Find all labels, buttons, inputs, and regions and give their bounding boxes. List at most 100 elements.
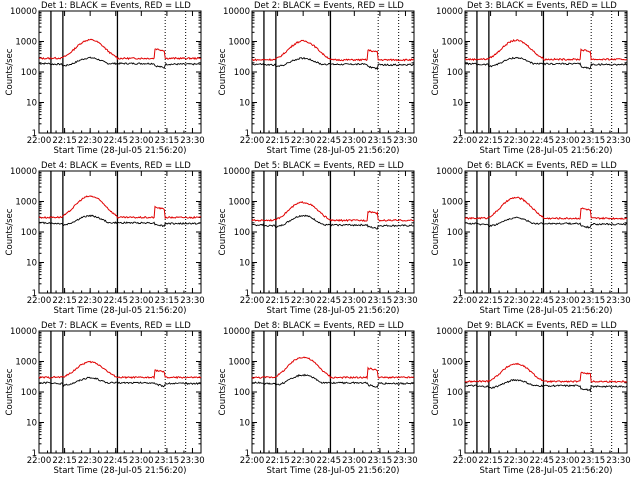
x-tick-label: 23:30 bbox=[393, 136, 418, 146]
y-tick-label: 100 bbox=[21, 228, 37, 238]
y-tick-label: 1 bbox=[245, 289, 250, 299]
x-tick-label: 23:15 bbox=[368, 456, 393, 466]
x-tick-label: 22:45 bbox=[529, 456, 554, 466]
x-tick-label: 22:15 bbox=[265, 136, 290, 146]
panel-det-4: Det 4: BLACK = Events, RED = LLD 1 10 100 10… bbox=[5, 161, 205, 316]
x-tick-label: 22:00 bbox=[240, 296, 265, 306]
x-tick-label: 22:15 bbox=[265, 456, 290, 466]
panel-title: Det 2: BLACK = Events, RED = LLD bbox=[254, 1, 404, 11]
x-tick-label: 22:00 bbox=[453, 136, 478, 146]
x-tick-label: 22:45 bbox=[316, 456, 341, 466]
x-tick-label: 23:00 bbox=[555, 296, 580, 306]
x-tick-label: 23:30 bbox=[606, 296, 631, 306]
panel-det-9: Det 9: BLACK = Events, RED = LLD 1 10 100 10… bbox=[431, 321, 631, 476]
y-tick-label: 100 bbox=[447, 388, 463, 398]
panel-title: Det 6: BLACK = Events, RED = LLD bbox=[467, 161, 617, 171]
x-tick-label: 22:30 bbox=[504, 456, 529, 466]
y-tick-label: 1000 bbox=[15, 358, 37, 368]
y-tick-label: 1 bbox=[458, 129, 463, 139]
y-tick-label: 10 bbox=[239, 259, 250, 269]
y-axis-label: Counts/sec bbox=[431, 48, 441, 95]
panel-det-2: Det 2: BLACK = Events, RED = LLD 1 10 100 10… bbox=[218, 1, 418, 156]
y-tick-label: 1000 bbox=[441, 38, 463, 48]
y-tick-label: 10 bbox=[452, 259, 463, 269]
x-axis-label: Start Time (28-Jul-05 21:56:20) bbox=[54, 306, 187, 316]
x-axis-label: Start Time (28-Jul-05 21:56:20) bbox=[480, 306, 613, 316]
y-tick-label: 10000 bbox=[223, 7, 250, 17]
y-axis-label: Counts/sec bbox=[5, 368, 15, 415]
x-axis-label: Start Time (28-Jul-05 21:56:20) bbox=[480, 466, 613, 476]
x-axis-label: Start Time (28-Jul-05 21:56:20) bbox=[267, 146, 400, 156]
x-tick-label: 22:45 bbox=[529, 136, 554, 146]
y-tick-label: 10000 bbox=[10, 327, 37, 337]
y-tick-label: 1000 bbox=[228, 38, 250, 48]
x-tick-label: 22:45 bbox=[529, 296, 554, 306]
x-tick-label: 22:45 bbox=[103, 136, 128, 146]
panel-det-5: Det 5: BLACK = Events, RED = LLD 1 10 100 10… bbox=[218, 161, 418, 316]
x-tick-label: 23:15 bbox=[155, 456, 180, 466]
panel-title: Det 7: BLACK = Events, RED = LLD bbox=[41, 321, 191, 331]
x-tick-label: 22:00 bbox=[240, 456, 265, 466]
series-events bbox=[38, 376, 202, 388]
y-tick-label: 1000 bbox=[15, 38, 37, 48]
y-tick-label: 1 bbox=[245, 129, 250, 139]
x-tick-label: 23:15 bbox=[368, 136, 393, 146]
x-axis-label: Start Time (28-Jul-05 21:56:20) bbox=[267, 466, 400, 476]
x-tick-label: 22:15 bbox=[52, 456, 77, 466]
x-tick-label: 23:00 bbox=[129, 296, 154, 306]
x-tick-label: 22:00 bbox=[27, 456, 52, 466]
x-tick-label: 23:30 bbox=[606, 456, 631, 466]
y-tick-label: 1 bbox=[458, 289, 463, 299]
y-tick-label: 1000 bbox=[228, 358, 250, 368]
x-tick-label: 23:00 bbox=[129, 456, 154, 466]
panel-det-3: Det 3: BLACK = Events, RED = LLD 1 10 100 10… bbox=[431, 1, 631, 156]
panel-det-7: Det 7: BLACK = Events, RED = LLD 1 10 100 10… bbox=[5, 321, 205, 476]
x-tick-label: 23:30 bbox=[180, 136, 205, 146]
x-tick-label: 22:00 bbox=[27, 296, 52, 306]
panel-det-8: Det 8: BLACK = Events, RED = LLD 1 10 100 10… bbox=[218, 321, 418, 476]
series-lld bbox=[38, 195, 202, 220]
y-axis-label: Counts/sec bbox=[431, 368, 441, 415]
y-tick-label: 10 bbox=[239, 419, 250, 429]
x-tick-label: 22:45 bbox=[103, 456, 128, 466]
x-tick-label: 22:15 bbox=[52, 136, 77, 146]
x-tick-label: 22:00 bbox=[240, 136, 265, 146]
series-events bbox=[38, 214, 202, 228]
x-tick-label: 22:45 bbox=[316, 136, 341, 146]
y-tick-label: 1000 bbox=[15, 198, 37, 208]
x-tick-label: 23:00 bbox=[555, 136, 580, 146]
x-tick-label: 23:30 bbox=[180, 296, 205, 306]
series-lld bbox=[251, 39, 415, 62]
y-tick-label: 100 bbox=[447, 68, 463, 78]
x-tick-label: 23:15 bbox=[155, 136, 180, 146]
x-tick-label: 23:15 bbox=[581, 296, 606, 306]
y-tick-label: 10 bbox=[239, 99, 250, 109]
series-events bbox=[251, 373, 415, 388]
series-lld bbox=[464, 38, 627, 62]
y-tick-label: 1000 bbox=[228, 198, 250, 208]
series-events bbox=[38, 56, 202, 69]
y-tick-label: 1 bbox=[245, 449, 250, 459]
y-tick-label: 100 bbox=[21, 388, 37, 398]
y-tick-label: 1 bbox=[458, 449, 463, 459]
x-tick-label: 23:30 bbox=[180, 456, 205, 466]
panel-title: Det 5: BLACK = Events, RED = LLD bbox=[254, 161, 404, 171]
x-tick-label: 22:00 bbox=[453, 456, 478, 466]
y-axis-label: Counts/sec bbox=[218, 368, 228, 415]
y-tick-label: 10 bbox=[26, 419, 37, 429]
series-events bbox=[464, 378, 628, 393]
x-tick-label: 23:15 bbox=[581, 136, 606, 146]
y-tick-label: 1 bbox=[32, 289, 37, 299]
y-tick-label: 1000 bbox=[441, 358, 463, 368]
series-lld bbox=[38, 360, 202, 380]
x-tick-label: 22:00 bbox=[453, 296, 478, 306]
x-tick-label: 22:30 bbox=[291, 456, 316, 466]
series-lld bbox=[464, 196, 628, 220]
y-tick-label: 10000 bbox=[436, 327, 463, 337]
x-tick-label: 22:15 bbox=[478, 296, 503, 306]
series-lld bbox=[251, 200, 415, 222]
y-tick-label: 10 bbox=[452, 99, 463, 109]
y-axis-label: Counts/sec bbox=[218, 208, 228, 255]
panel-title: Det 3: BLACK = Events, RED = LLD bbox=[467, 1, 617, 11]
